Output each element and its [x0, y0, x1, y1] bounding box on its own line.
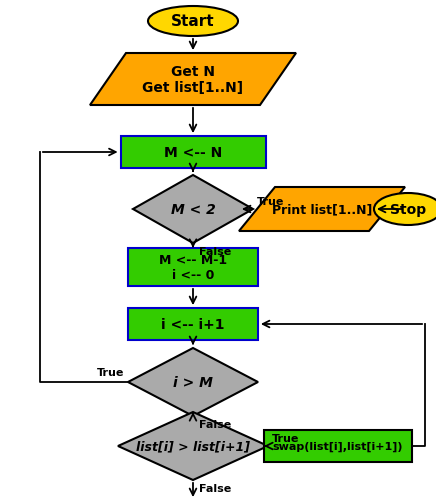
- Text: False: False: [199, 419, 231, 429]
- Text: M <-- M-1
i <-- 0: M <-- M-1 i <-- 0: [159, 254, 227, 282]
- Text: False: False: [199, 246, 231, 257]
- Text: Stop: Stop: [390, 202, 426, 216]
- Polygon shape: [90, 54, 296, 106]
- Text: i > M: i > M: [173, 375, 213, 389]
- FancyBboxPatch shape: [120, 137, 266, 169]
- FancyBboxPatch shape: [128, 248, 258, 287]
- Polygon shape: [239, 188, 405, 231]
- FancyBboxPatch shape: [128, 309, 258, 340]
- FancyBboxPatch shape: [264, 430, 412, 462]
- Text: True: True: [272, 433, 300, 443]
- Polygon shape: [133, 176, 253, 243]
- Text: M < 2: M < 2: [170, 202, 215, 216]
- Text: False: False: [199, 483, 231, 493]
- Text: list[i] > list[i+1]: list[i] > list[i+1]: [136, 439, 250, 452]
- Polygon shape: [118, 412, 268, 480]
- Text: swap(list[i],list[i+1]): swap(list[i],list[i+1]): [273, 441, 403, 451]
- Ellipse shape: [374, 193, 436, 225]
- Text: True: True: [97, 367, 124, 377]
- Text: True: True: [257, 196, 284, 206]
- Text: M <-- N: M <-- N: [164, 146, 222, 160]
- Polygon shape: [128, 348, 258, 416]
- Text: Get N
Get list[1..N]: Get N Get list[1..N]: [143, 65, 244, 95]
- Text: i <-- i+1: i <-- i+1: [161, 317, 225, 331]
- Text: Print list[1..N]: Print list[1..N]: [272, 203, 372, 216]
- Ellipse shape: [148, 7, 238, 37]
- Text: Start: Start: [171, 15, 215, 30]
